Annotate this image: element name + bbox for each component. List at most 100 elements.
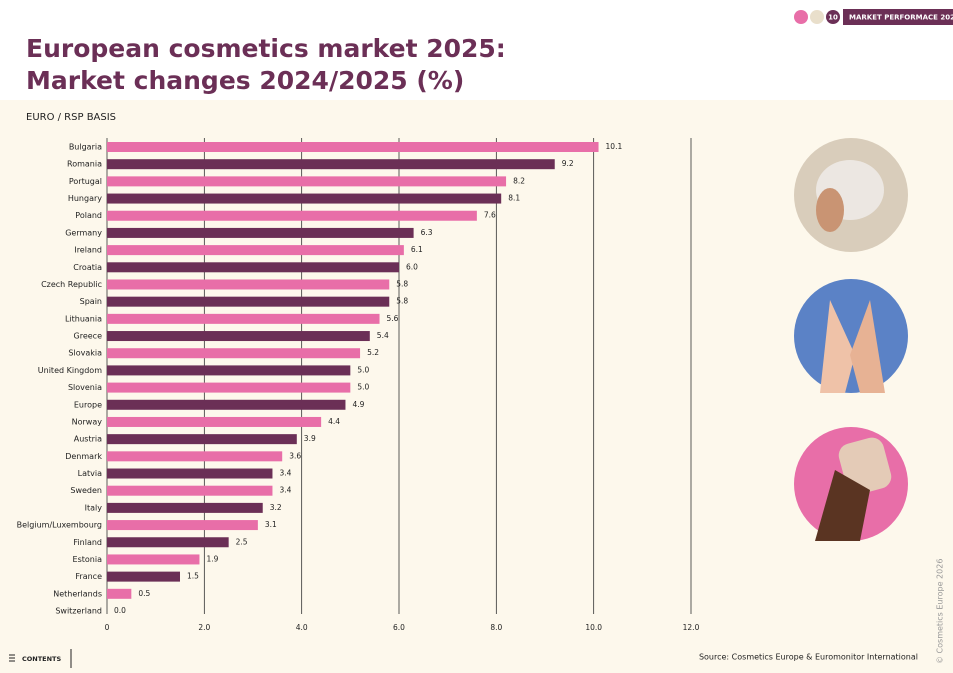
category-label: Spain: [80, 297, 102, 306]
chart-title: European cosmetics market 2025:: [26, 34, 506, 63]
category-label: Estonia: [73, 555, 103, 564]
bar: [107, 227, 414, 238]
category-label: Ireland: [74, 246, 102, 255]
bar: [107, 210, 477, 221]
subtitle: EURO / RSP BASIS: [26, 112, 116, 123]
value-label: 8.2: [513, 176, 525, 185]
bar: [107, 142, 599, 152]
category-label: Norway: [72, 417, 103, 426]
category-label: Italy: [85, 503, 103, 512]
x-tick-label: 8.0: [490, 623, 502, 632]
bar: [107, 331, 370, 342]
category-label: Sweden: [70, 486, 102, 495]
chart-title: Market changes 2024/2025 (%): [26, 66, 464, 95]
bar: [107, 193, 502, 204]
category-label: Europe: [74, 400, 102, 409]
bar: [107, 502, 263, 513]
bar: [107, 468, 273, 479]
photo: [794, 427, 908, 541]
category-label: Hungary: [68, 194, 102, 203]
bar: [107, 434, 297, 445]
value-label: 8.1: [508, 194, 520, 203]
value-label: 1.5: [187, 572, 199, 581]
photo: [794, 279, 908, 393]
x-tick-label: 10.0: [585, 623, 602, 632]
bar: [107, 554, 200, 565]
category-label: Greece: [74, 332, 103, 341]
bar: [107, 588, 132, 599]
category-label: Bulgaria: [69, 143, 102, 152]
value-label: 3.4: [279, 486, 291, 495]
category-label: United Kingdom: [38, 366, 102, 375]
category-label: Finland: [73, 538, 102, 547]
value-label: 4.9: [352, 400, 364, 409]
value-label: 5.8: [396, 297, 408, 306]
bar: [107, 365, 351, 376]
bar: [107, 399, 346, 410]
value-label: 9.2: [562, 159, 574, 168]
value-label: 6.3: [421, 228, 433, 237]
value-label: 1.9: [206, 554, 218, 563]
contents-link[interactable]: CONTENTS: [22, 655, 61, 663]
x-tick-label: 6.0: [393, 623, 405, 632]
bar: [107, 416, 322, 427]
category-label: Switzerland: [55, 607, 102, 616]
x-tick-label: 2.0: [198, 623, 210, 632]
bar: [107, 520, 258, 531]
value-label: 5.2: [367, 348, 379, 357]
value-label: 3.4: [279, 469, 291, 478]
category-label: Austria: [74, 435, 102, 444]
bar: [107, 159, 555, 170]
photo: [794, 138, 908, 252]
bar: [107, 296, 390, 307]
category-label: Slovakia: [68, 349, 102, 358]
category-label: Romania: [67, 160, 102, 169]
value-label: 6.1: [411, 245, 423, 254]
category-label: Lithuania: [65, 314, 102, 323]
category-label: Poland: [75, 211, 102, 220]
category-label: Denmark: [65, 452, 102, 461]
category-label: Slovenia: [68, 383, 102, 392]
value-label: 6.0: [406, 262, 418, 271]
category-label: Germany: [65, 228, 102, 237]
value-label: 0.5: [138, 589, 150, 598]
dot: [794, 10, 808, 24]
category-label: Latvia: [78, 469, 102, 478]
value-label: 10.1: [606, 142, 623, 151]
page-number: 10: [828, 14, 838, 22]
bar: [107, 176, 507, 187]
bar: [107, 348, 361, 359]
bar: [107, 485, 273, 496]
bar: [107, 313, 380, 324]
value-label: 3.9: [304, 434, 316, 443]
x-tick-label: 0: [105, 623, 110, 632]
value-label: 2.5: [236, 537, 248, 546]
value-label: 5.4: [377, 331, 389, 340]
section-label: MARKET PERFORMACE 2025: [849, 14, 953, 22]
category-label: France: [75, 572, 102, 581]
value-label: 4.4: [328, 417, 340, 426]
menu-icon: [9, 654, 15, 662]
bar: [107, 262, 399, 273]
value-label: 3.6: [289, 451, 301, 460]
value-label: 7.6: [484, 211, 496, 220]
section-tag: [843, 9, 953, 25]
value-label: 5.0: [357, 365, 369, 374]
value-label: 5.8: [396, 279, 408, 288]
value-label: 5.6: [387, 314, 399, 323]
category-label: Croatia: [73, 263, 102, 272]
x-tick-label: 4.0: [296, 623, 308, 632]
category-label: Portugal: [69, 177, 102, 186]
value-label: 0.0: [114, 606, 126, 615]
bar: [107, 279, 390, 290]
x-tick-label: 12.0: [683, 623, 700, 632]
bar: [107, 451, 283, 462]
bar: [107, 571, 180, 582]
category-label: Belgium/Luxembourg: [17, 521, 102, 530]
bar: [107, 382, 351, 393]
value-label: 5.0: [357, 383, 369, 392]
page-badge: [826, 10, 840, 24]
value-label: 3.1: [265, 520, 277, 529]
